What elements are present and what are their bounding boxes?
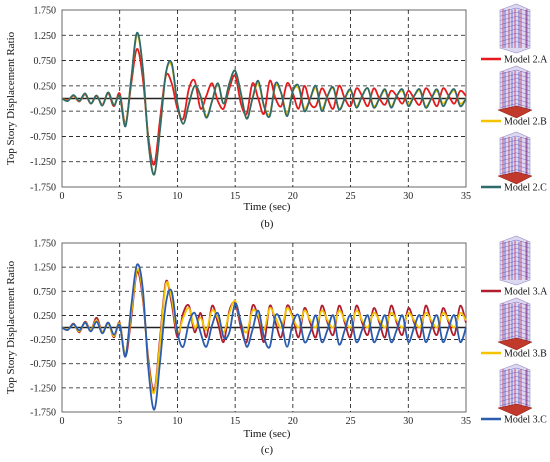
y-tick-label: -0.750 xyxy=(30,359,56,370)
y-tick-label: -1.250 xyxy=(30,383,56,394)
x-tick-label: 15 xyxy=(230,191,240,202)
x-tick-label: 20 xyxy=(288,191,298,202)
y-axis-label: Top Story Displacement Ratio xyxy=(5,260,17,394)
x-tick-label: 0 xyxy=(60,416,65,427)
y-tick-label: 0.250 xyxy=(34,81,57,92)
legend-entry: Model 3.C xyxy=(481,363,547,426)
panel-label: (b) xyxy=(261,218,274,230)
y-tick-label: -1.750 xyxy=(30,408,56,419)
x-axis-label: Time (sec) xyxy=(244,428,291,440)
chart-panel-b: 0 5 10 15 20 25 30 35 1.750 1.250 0.750 0.250 -0.250… xyxy=(5,3,548,230)
x-tick-label: 30 xyxy=(403,191,413,202)
y-tick-label: 1.250 xyxy=(34,263,57,274)
series-line-model-2-c xyxy=(61,31,467,176)
series-line-model-3-c xyxy=(61,263,467,411)
x-tick-label: 10 xyxy=(172,416,182,427)
legend-entry: Model 3.B xyxy=(481,297,547,360)
y-tick-label: 0.250 xyxy=(34,311,57,322)
legend-label: Model 2.A xyxy=(504,55,548,66)
legend-entry: Model 2.A xyxy=(481,3,548,66)
legend-label: Model 3.A xyxy=(504,287,548,298)
y-tick-label: -0.750 xyxy=(30,132,56,143)
legend-entry: Model 2.B xyxy=(481,65,547,128)
x-tick-label: 30 xyxy=(403,416,413,427)
legend-entry: Model 2.C xyxy=(481,131,547,194)
x-axis-label: Time (sec) xyxy=(244,201,291,213)
chart-panel-c: 0 5 10 15 20 25 30 35 1.750 1.250 0.750 0.250 -0.250… xyxy=(5,235,548,456)
y-tick-label: 0.750 xyxy=(34,56,57,67)
y-tick-label: -0.250 xyxy=(30,335,56,346)
legend-label: Model 3.B xyxy=(504,349,547,360)
x-tick-label: 25 xyxy=(346,416,356,427)
x-tick-label: 25 xyxy=(346,191,356,202)
legend-label: Model 2.C xyxy=(504,183,547,194)
y-axis-label: Top Story Displacement Ratio xyxy=(5,31,17,165)
legend-label: Model 3.C xyxy=(504,415,547,426)
x-tick-label: 15 xyxy=(230,416,240,427)
y-tick-label: -1.250 xyxy=(30,157,56,168)
x-tick-label: 5 xyxy=(117,416,122,427)
x-tick-label: 5 xyxy=(117,191,122,202)
y-tick-label: -1.750 xyxy=(30,183,56,194)
x-tick-label: 0 xyxy=(60,191,65,202)
x-tick-label: 35 xyxy=(461,191,471,202)
panel-label: (c) xyxy=(261,444,274,456)
x-tick-label: 20 xyxy=(288,416,298,427)
y-tick-label: 1.750 xyxy=(34,239,57,250)
x-tick-label: 10 xyxy=(172,191,182,202)
y-tick-label: -0.250 xyxy=(30,107,56,118)
legend-entry: Model 3.A xyxy=(481,235,548,298)
y-tick-label: 1.250 xyxy=(34,31,57,42)
y-tick-label: 1.750 xyxy=(34,6,57,17)
x-tick-label: 35 xyxy=(461,416,471,427)
legend-label: Model 2.B xyxy=(504,117,547,128)
y-tick-label: 0.750 xyxy=(34,287,57,298)
